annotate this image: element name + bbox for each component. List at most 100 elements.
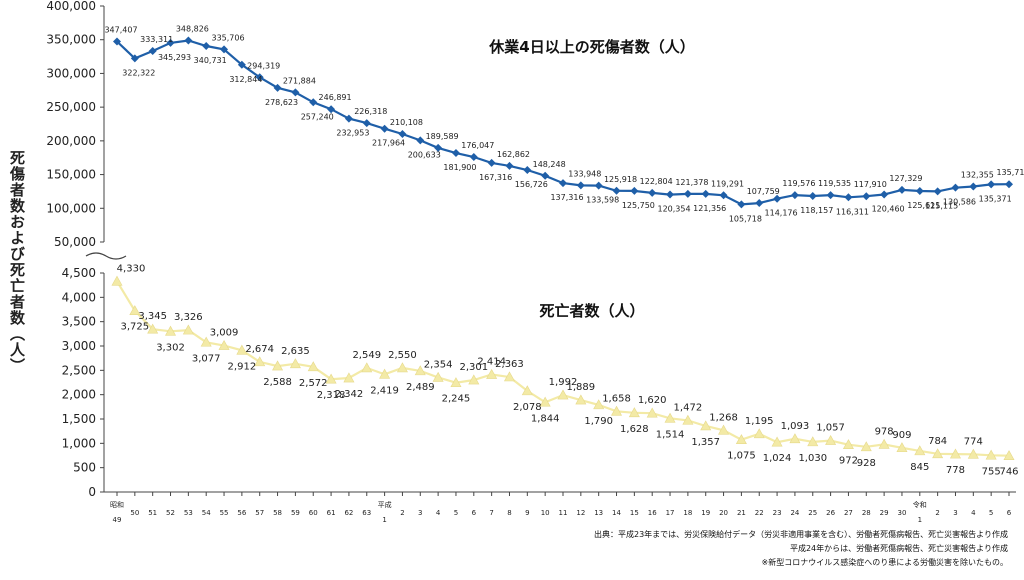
source-line-1: 出典：平成23年までは、労災保険給付データ（労災非適用事業を含む）、労働者死傷病… [593, 530, 1008, 539]
top-data-label: 118,157 [800, 206, 833, 215]
top-data-label: 322,322 [122, 68, 155, 77]
x-tick-label: 9 [525, 509, 529, 517]
bottom-data-label: 2,078 [513, 402, 542, 413]
bottom-series-point [165, 325, 177, 336]
bottom-data-label: 3,326 [174, 312, 203, 323]
bottom-data-label: 2,363 [495, 359, 524, 370]
bottom-series-point [414, 365, 426, 376]
x-tick-label: 26 [826, 509, 835, 517]
bottom-data-label: 2,549 [352, 350, 381, 361]
top-series-point [630, 186, 639, 195]
top-data-label: 257,240 [301, 112, 334, 121]
top-data-label: 107,759 [747, 187, 780, 196]
bottom-series-point [949, 448, 961, 459]
top-data-label: 133,598 [586, 196, 619, 205]
bottom-data-label: 2,572 [299, 378, 328, 389]
y-axis-label: 死傷者数および死亡者数（人） [8, 150, 26, 374]
bottom-data-label: 1,620 [638, 395, 667, 406]
top-series-point [880, 190, 889, 199]
top-series-point [666, 190, 675, 199]
top-series-point [487, 158, 496, 167]
top-series-point [790, 191, 799, 200]
bottom-data-label: 2,414 [477, 357, 506, 368]
top-data-label: 176,047 [461, 141, 494, 150]
x-tick-label: 5 [454, 509, 458, 517]
top-series-point [327, 105, 336, 114]
x-tick-label: 55 [220, 509, 229, 517]
top-chart-title: 休業4日以上の死傷者数（人） [488, 38, 694, 56]
bottom-data-label: 1,514 [656, 429, 685, 440]
top-data-label: 127,329 [889, 174, 922, 183]
top-data-label: 119,576 [782, 179, 815, 188]
top-data-label: 137,316 [550, 193, 583, 202]
bottom-series-point [289, 358, 301, 369]
x-tick-label: 29 [880, 509, 889, 517]
top-y-tick-label: 100,000 [46, 201, 96, 215]
x-tick-label: 61 [327, 509, 336, 517]
top-data-label: 120,354 [657, 205, 690, 214]
top-data-label: 181,900 [443, 163, 476, 172]
top-y-tick-label: 50,000 [54, 235, 96, 249]
bottom-series-point [236, 344, 248, 355]
top-data-label: 121,356 [693, 204, 726, 213]
bottom-series-point [985, 449, 997, 460]
top-data-label: 271,884 [283, 76, 316, 85]
bottom-data-label: 2,550 [388, 350, 417, 361]
x-tick-label: 57 [255, 509, 264, 517]
bottom-y-tick-label: 0 [88, 485, 96, 499]
bottom-data-label: 774 [964, 436, 983, 447]
top-series-point [344, 114, 353, 123]
x-tick-label: 50 [130, 509, 139, 517]
bottom-series-point [200, 336, 212, 347]
top-data-label: 156,726 [515, 180, 548, 189]
bottom-series-point [825, 434, 837, 445]
top-data-label: 162,862 [497, 150, 530, 159]
bottom-series-point [432, 371, 444, 382]
top-series-point [309, 98, 318, 107]
bottom-series-point [503, 371, 515, 382]
top-data-label: 116,311 [836, 207, 869, 216]
x-tick-label: 49 [113, 516, 122, 524]
top-data-label: 232,953 [336, 129, 369, 138]
x-tick-label: 24 [790, 509, 799, 517]
x-tick-label: 8 [507, 509, 511, 517]
top-series-point [933, 187, 942, 196]
top-series-point [362, 119, 371, 128]
bottom-series-point [182, 324, 194, 335]
top-series-point [291, 88, 300, 97]
x-tick-label: 3 [953, 509, 957, 517]
bottom-data-label: 2,301 [459, 362, 488, 373]
top-y-tick-label: 400,000 [46, 0, 96, 13]
bottom-y-tick-label: 4,000 [62, 290, 96, 304]
x-era-label: 昭和 [110, 500, 124, 509]
bottom-series-point [593, 399, 605, 410]
bottom-data-label: 2,489 [406, 382, 435, 393]
bottom-series-point [932, 448, 944, 459]
bottom-series-point [878, 438, 890, 449]
bottom-series-point [789, 433, 801, 444]
bottom-data-label: 1,093 [781, 421, 810, 432]
bottom-series-point [396, 362, 408, 373]
bottom-data-label: 1,024 [763, 453, 792, 464]
top-series-point [915, 187, 924, 196]
top-data-label: 117,910 [854, 180, 887, 189]
top-series-point [773, 194, 782, 203]
top-data-label: 333,311 [140, 35, 173, 44]
bottom-chart-title: 死亡者数（人） [539, 302, 644, 320]
top-data-label: 125,611 [907, 201, 940, 210]
x-tick-label: 52 [166, 509, 175, 517]
x-tick-label: 28 [862, 509, 871, 517]
top-series-point [897, 185, 906, 194]
top-series-point [719, 191, 728, 200]
bottom-series-point [361, 362, 373, 373]
top-data-label: 148,248 [533, 160, 566, 169]
x-tick-label: 7 [489, 509, 493, 517]
source-line-2: 平成24年からは、労働者死傷病報告、死亡災害報告より作成 [789, 544, 1008, 553]
top-data-label: 105,718 [729, 214, 762, 223]
top-series-point [576, 181, 585, 190]
bottom-data-label: 972 [839, 456, 858, 467]
top-data-label: 348,826 [176, 25, 209, 34]
bottom-data-label: 2,912 [228, 361, 257, 372]
x-tick-label: 4 [436, 509, 441, 517]
